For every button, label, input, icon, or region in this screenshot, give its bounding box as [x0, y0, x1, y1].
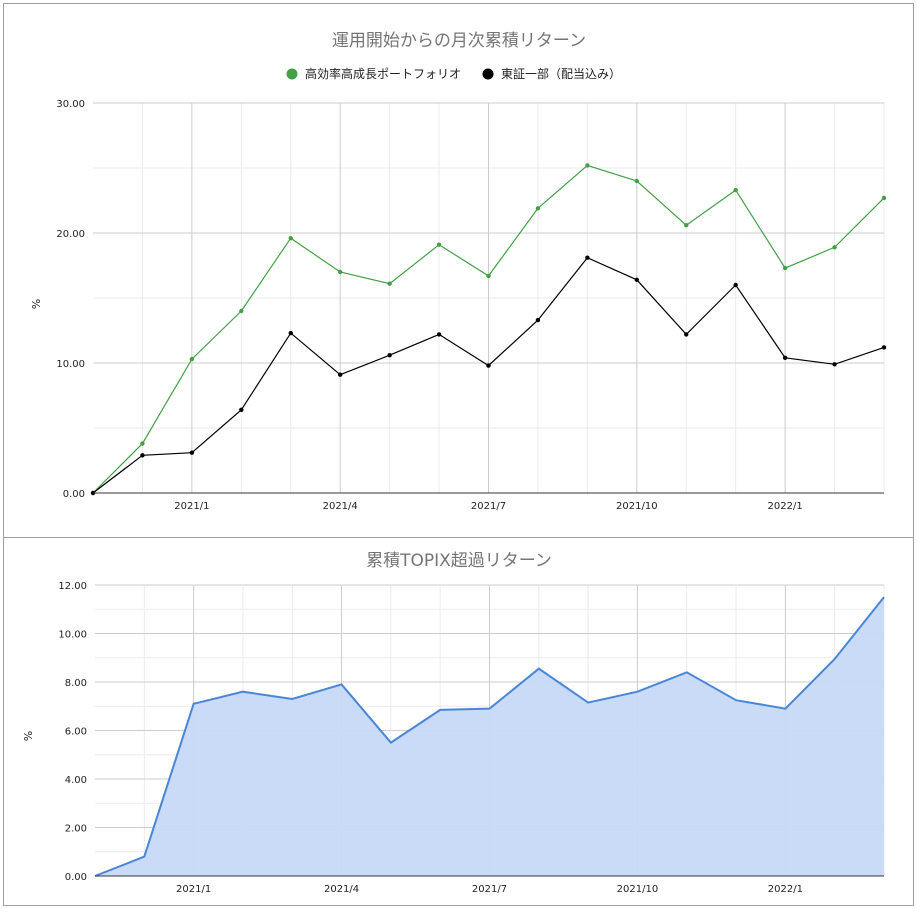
- data-point: [288, 330, 293, 336]
- data-point: [387, 353, 392, 358]
- cumulative-return-chart: 0.00 10.00 20.00 30.00 2021/1 2021/4 2021/7 202…: [30, 31, 887, 512]
- legend-marker: [286, 68, 298, 80]
- y-tick-label: 10.00: [56, 359, 85, 370]
- y-axis-label: %: [22, 731, 35, 741]
- data-point: [288, 236, 293, 241]
- y-tick-label: 6.00: [65, 727, 87, 738]
- data-point: [585, 255, 590, 260]
- data-point: [782, 265, 788, 271]
- data-point: [684, 223, 689, 228]
- legend-marker: [482, 68, 494, 80]
- chart-title: 運用開始からの月次累積リターン: [332, 31, 586, 51]
- data-point: [189, 450, 195, 455]
- series-line: [94, 596, 885, 877]
- data-point: [239, 308, 244, 314]
- x-tick-label: 2021/4: [324, 884, 359, 895]
- cumulative-return-chart-panel: 0.00 10.00 20.00 30.00 2021/1 2021/4 2021/7 202…: [3, 3, 914, 538]
- y-tick-label: 8.00: [65, 678, 87, 689]
- data-point: [585, 163, 590, 168]
- data-point: [486, 363, 491, 368]
- y-tick-label: 30.00: [56, 99, 85, 110]
- y-axis-label: %: [30, 299, 43, 309]
- data-point: [337, 269, 343, 275]
- excess-return-chart: 0.00 2.00 4.00 6.00 8.00 10.00 12.00 2021/1 2021…: [22, 551, 885, 895]
- x-tick-label: 2021/7: [472, 884, 507, 895]
- data-point: [140, 453, 145, 458]
- data-point: [733, 282, 738, 288]
- x-tick-label: 2021/10: [616, 501, 658, 512]
- y-tick-label: 4.00: [65, 775, 87, 786]
- y-tick-label: 2.00: [65, 824, 87, 835]
- x-tick-label: 2022/1: [768, 501, 803, 512]
- data-point: [634, 277, 640, 282]
- y-tick-label: 12.00: [58, 581, 87, 592]
- y-tick-label: 20.00: [56, 229, 85, 240]
- data-point: [486, 273, 491, 279]
- data-point: [832, 362, 837, 367]
- data-point: [239, 407, 244, 412]
- data-point: [436, 332, 442, 337]
- y-tick-label: 0.00: [63, 489, 85, 500]
- data-point: [832, 245, 837, 250]
- x-tick-label: 2021/4: [323, 501, 358, 512]
- data-point: [436, 242, 442, 247]
- data-point: [782, 355, 788, 360]
- x-tick-label: 2022/1: [768, 884, 803, 895]
- data-point: [733, 187, 738, 193]
- area-fill: [95, 597, 884, 876]
- data-point: [387, 281, 392, 286]
- data-point: [535, 206, 541, 211]
- chart-title: 累積TOPIX超過リターン: [366, 551, 552, 571]
- excess-return-chart-panel: 0.00 2.00 4.00 6.00 8.00 10.00 12.00 2021/1 2021…: [3, 537, 914, 906]
- data-point: [634, 178, 640, 184]
- x-tick-label: 2021/1: [174, 501, 209, 512]
- data-point: [337, 372, 343, 377]
- data-point: [189, 356, 195, 362]
- data-point: [881, 195, 887, 201]
- x-tick-label: 2021/10: [617, 884, 659, 895]
- x-tick-label: 2021/1: [176, 884, 211, 895]
- data-point: [535, 317, 541, 323]
- legend-label: 高効率高成長ポートフォリオ: [305, 66, 461, 81]
- data-point: [684, 332, 689, 337]
- x-tick-label: 2021/7: [471, 501, 506, 512]
- y-tick-label: 10.00: [58, 630, 87, 641]
- data-point: [140, 441, 145, 446]
- legend-label: 東証一部（配当込み）: [501, 66, 621, 81]
- data-point: [881, 345, 887, 350]
- y-tick-label: 0.00: [65, 872, 87, 883]
